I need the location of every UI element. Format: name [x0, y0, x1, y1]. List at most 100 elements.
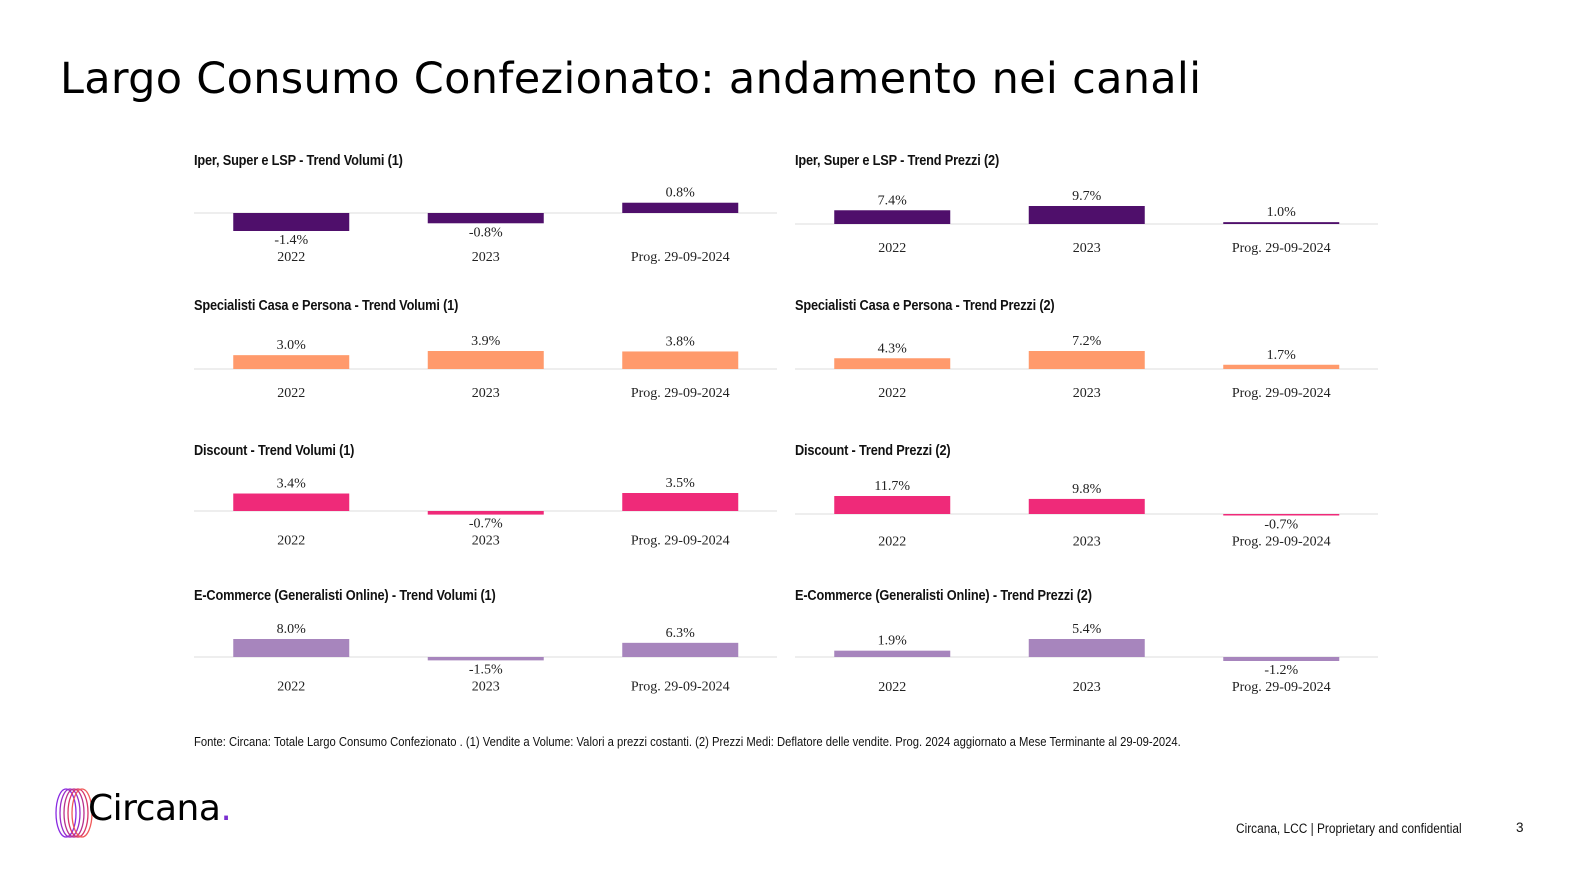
- chart-ecommerce-volumi: E-Commerce (Generalisti Online) - Trend …: [194, 588, 784, 713]
- data-label: 3.9%: [471, 334, 501, 349]
- data-label: 1.9%: [878, 634, 908, 649]
- data-label: -1.2%: [1264, 663, 1298, 678]
- chart-title: Iper, Super e LSP - Trend Volumi (1): [194, 153, 403, 169]
- footer-confidential: Circana, LCC | Proprietary and confident…: [1236, 821, 1462, 836]
- data-label: 1.7%: [1267, 348, 1297, 363]
- data-label: -1.5%: [469, 662, 503, 677]
- category-label: 2022: [277, 250, 305, 265]
- logo-text: Circana: [88, 788, 221, 829]
- category-label: 2022: [878, 386, 906, 401]
- chart-plot: 4.3% 2022 7.2% 2023 1.7% Prog. 29-09-2024: [795, 334, 1378, 401]
- data-label: 3.5%: [666, 476, 696, 491]
- data-label: 9.8%: [1072, 482, 1102, 497]
- chart-plot: 3.4% 2022 -0.7% 2023 3.5% Prog. 29-09-2024: [194, 476, 777, 549]
- chart-discount-prezzi: Discount - Trend Prezzi (2) 11.7% 2022 9.8%…: [795, 443, 1385, 568]
- bar-2023: [427, 213, 544, 224]
- category-label: 2023: [472, 534, 500, 549]
- chart-title: E-Commerce (Generalisti Online) - Trend …: [795, 588, 1092, 604]
- bar-2022: [233, 639, 350, 657]
- category-label: 2023: [1073, 386, 1101, 401]
- circana-logo: Circana.: [54, 786, 254, 840]
- category-label: Prog. 29-09-2024: [1232, 535, 1331, 550]
- chart-specialisti-prezzi: Specialisti Casa e Persona - Trend Prezz…: [795, 298, 1385, 423]
- data-label: 4.3%: [878, 341, 908, 356]
- data-label: 7.4%: [878, 193, 908, 208]
- category-label: 2022: [277, 534, 305, 549]
- page-title: Largo Consumo Confezionato: andamento ne…: [60, 54, 1202, 104]
- footnote: Fonte: Circana: Totale Largo Consumo Con…: [194, 735, 1181, 749]
- chart-specialisti-volumi: Specialisti Casa e Persona - Trend Volum…: [194, 298, 784, 423]
- bar-prog-29-09-2024: [622, 202, 739, 213]
- bar-2023: [427, 511, 544, 515]
- category-label: Prog. 29-09-2024: [1232, 386, 1331, 401]
- category-label: Prog. 29-09-2024: [1232, 680, 1331, 695]
- chart-title: Discount - Trend Volumi (1): [194, 443, 355, 459]
- bar-2022: [834, 210, 951, 224]
- category-label: 2023: [472, 679, 500, 694]
- chart-title: Specialisti Casa e Persona - Trend Prezz…: [795, 298, 1055, 314]
- bar-2023: [427, 657, 544, 661]
- data-label: 0.8%: [666, 186, 696, 201]
- bar-prog-29-09-2024: [622, 493, 739, 511]
- data-label: 7.2%: [1072, 334, 1102, 349]
- category-label: Prog. 29-09-2024: [631, 250, 730, 265]
- data-label: 3.0%: [277, 338, 307, 353]
- chart-title: Discount - Trend Prezzi (2): [795, 443, 951, 459]
- data-label: -0.7%: [1264, 518, 1298, 533]
- category-label: 2022: [277, 386, 305, 401]
- bar-2023: [427, 351, 544, 369]
- category-label: 2022: [277, 679, 305, 694]
- category-label: 2023: [472, 250, 500, 265]
- data-label: 3.8%: [666, 334, 696, 349]
- bar-prog-29-09-2024: [1223, 514, 1340, 516]
- bar-2022: [233, 493, 350, 511]
- chart-iper-prezzi: Iper, Super e LSP - Trend Prezzi (2) 7.4%…: [795, 153, 1385, 278]
- chart-plot: 1.9% 2022 5.4% 2023 -1.2% Prog. 29-09-2024: [795, 622, 1378, 695]
- category-label: Prog. 29-09-2024: [631, 386, 730, 401]
- chart-title: Iper, Super e LSP - Trend Prezzi (2): [795, 153, 1000, 169]
- bar-2022: [834, 496, 951, 514]
- data-label: 6.3%: [666, 626, 696, 641]
- bar-2023: [1028, 639, 1145, 657]
- category-label: 2023: [1073, 680, 1101, 695]
- page-number: 3: [1516, 820, 1524, 835]
- chart-ecommerce-prezzi: E-Commerce (Generalisti Online) - Trend …: [795, 588, 1385, 713]
- data-label: 3.4%: [277, 477, 307, 492]
- bar-2023: [1028, 351, 1145, 369]
- chart-title: Specialisti Casa e Persona - Trend Volum…: [194, 298, 459, 314]
- category-label: 2023: [1073, 241, 1101, 256]
- bar-prog-29-09-2024: [622, 642, 739, 657]
- category-label: Prog. 29-09-2024: [1232, 241, 1331, 256]
- category-label: Prog. 29-09-2024: [631, 679, 730, 694]
- bar-prog-29-09-2024: [1223, 222, 1340, 224]
- chart-discount-volumi: Discount - Trend Volumi (1) 3.4% 2022 -0.7%…: [194, 443, 784, 568]
- data-label: -0.7%: [469, 517, 503, 532]
- circana-rings-logo-icon: [55, 788, 93, 838]
- category-label: 2023: [1073, 535, 1101, 550]
- chart-plot: 8.0% 2022 -1.5% 2023 6.3% Prog. 29-09-2024: [194, 622, 777, 694]
- chart-plot: -1.4% 2022 -0.8% 2023 0.8% Prog. 29-09-2024: [194, 186, 777, 265]
- bar-2022: [834, 650, 951, 657]
- data-label: -1.4%: [274, 233, 308, 248]
- bar-prog-29-09-2024: [1223, 657, 1340, 661]
- data-label: 8.0%: [277, 622, 307, 637]
- chart-iper-volumi: Iper, Super e LSP - Trend Volumi (1) -1.4…: [194, 153, 784, 278]
- category-label: 2022: [878, 241, 906, 256]
- data-label: 5.4%: [1072, 622, 1102, 637]
- category-label: 2022: [878, 680, 906, 695]
- bar-2023: [1028, 498, 1145, 514]
- category-label: 2022: [878, 535, 906, 550]
- chart-plot: 3.0% 2022 3.9% 2023 3.8% Prog. 29-09-2024: [194, 334, 777, 401]
- data-label: -0.8%: [469, 225, 503, 240]
- bar-2022: [233, 213, 350, 231]
- chart-plot: 11.7% 2022 9.8% 2023 -0.7% Prog. 29-09-2024: [795, 479, 1378, 550]
- bar-2022: [834, 358, 951, 369]
- data-label: 1.0%: [1267, 205, 1297, 220]
- category-label: Prog. 29-09-2024: [631, 534, 730, 549]
- bar-2023: [1028, 206, 1145, 224]
- category-label: 2023: [472, 386, 500, 401]
- bar-2022: [233, 355, 350, 369]
- chart-plot: 7.4% 2022 9.7% 2023 1.0% Prog. 29-09-2024: [795, 189, 1378, 256]
- logo-dot: .: [220, 788, 232, 829]
- logo-wordmark: Circana.: [88, 788, 232, 829]
